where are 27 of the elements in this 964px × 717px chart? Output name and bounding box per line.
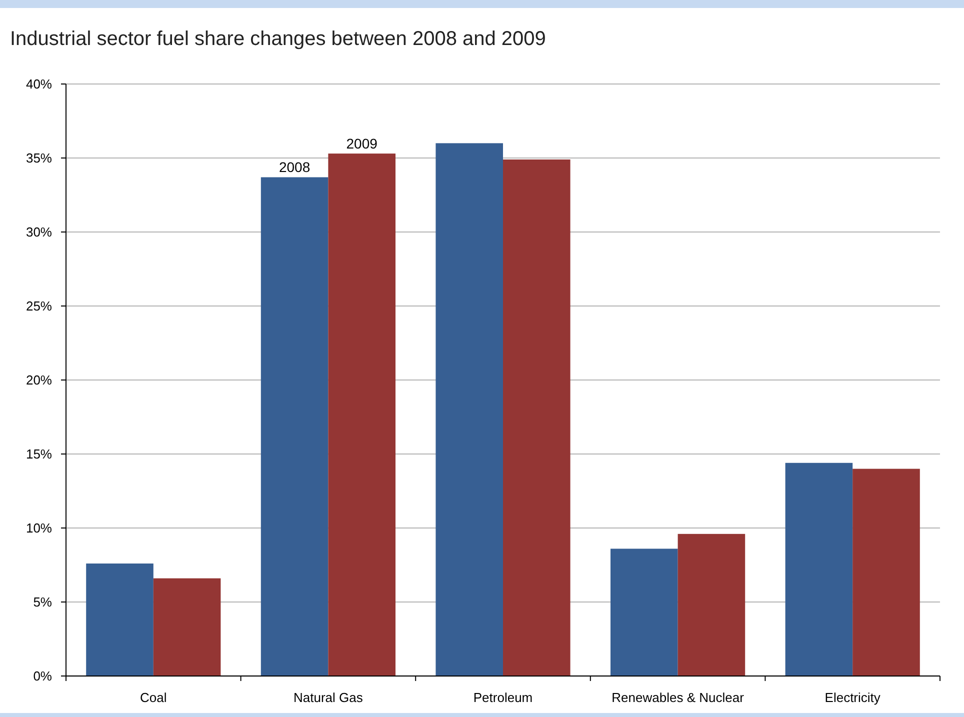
x-tick-label: Petroleum (473, 690, 533, 705)
y-tick-label: 0% (33, 668, 52, 684)
y-tick-label: 20% (26, 372, 52, 388)
bar (852, 468, 920, 676)
bar (678, 534, 746, 676)
y-tick-label: 25% (26, 298, 52, 314)
x-tick-label: Renewables & Nuclear (612, 690, 745, 705)
bar (86, 564, 154, 676)
bar (785, 462, 853, 676)
x-tick-label: Electricity (824, 690, 881, 705)
y-tick-label: 5% (33, 594, 52, 610)
y-tick-label: 30% (26, 224, 52, 240)
bar (503, 159, 570, 676)
chart-title: Industrial sector fuel share changes between 2008 and 2009 (10, 28, 546, 50)
series-label: 2009 (346, 136, 378, 152)
x-tick-label: Coal (140, 690, 167, 705)
bar (610, 548, 678, 676)
series-label: 2008 (278, 159, 310, 176)
y-tick-label: 40% (26, 76, 52, 92)
bar (436, 143, 503, 676)
y-tick-label: 15% (26, 446, 52, 462)
bar (328, 154, 396, 676)
bar (153, 578, 221, 676)
y-tick-label: 35% (26, 150, 52, 166)
y-tick-label: 10% (26, 520, 52, 536)
bar (260, 177, 328, 676)
x-tick-label: Natural Gas (294, 690, 364, 705)
